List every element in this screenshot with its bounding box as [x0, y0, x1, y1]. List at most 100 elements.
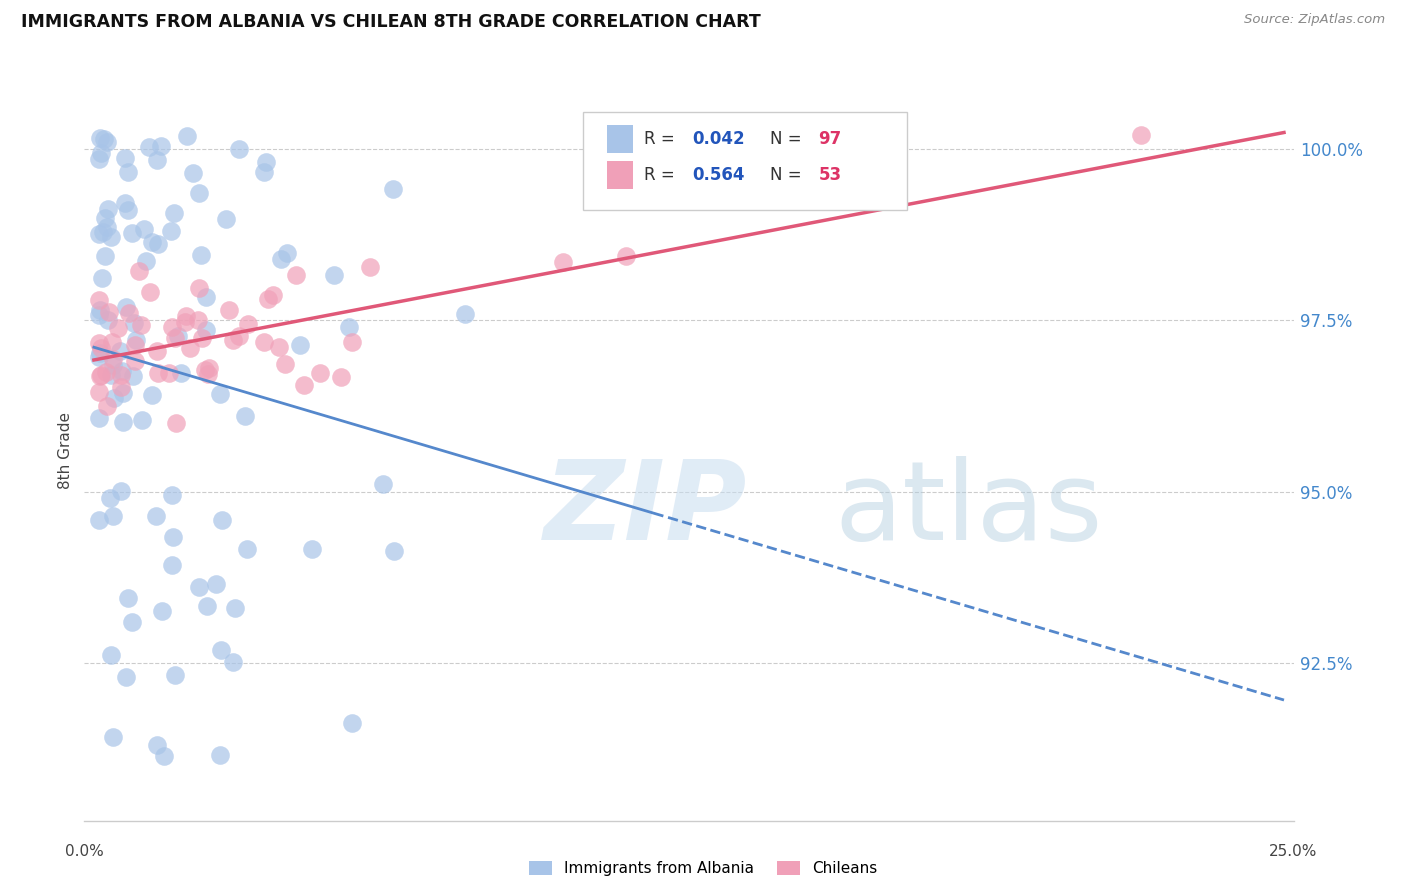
Point	[89, 368, 111, 383]
Point	[90, 368, 112, 383]
Y-axis label: 8th Grade: 8th Grade	[58, 412, 73, 489]
Point	[262, 288, 284, 302]
Point	[94, 248, 117, 262]
Point	[96, 135, 118, 149]
Point	[301, 542, 323, 557]
Point	[141, 235, 163, 249]
Point	[267, 340, 290, 354]
Point	[157, 367, 180, 381]
Point	[198, 361, 221, 376]
Point	[90, 271, 112, 285]
Point	[209, 747, 232, 762]
Point	[371, 477, 394, 491]
Point	[101, 509, 124, 524]
Point	[87, 308, 110, 322]
Point	[122, 368, 145, 383]
Text: atlas: atlas	[834, 456, 1102, 563]
Point	[215, 212, 238, 227]
Point	[146, 367, 169, 381]
Point	[194, 323, 217, 337]
Point	[224, 601, 246, 615]
Text: 25.0%: 25.0%	[1270, 845, 1317, 859]
Point	[90, 341, 112, 355]
Text: R =: R =	[644, 166, 681, 184]
Point	[160, 558, 183, 573]
Point	[188, 280, 211, 294]
Point	[89, 293, 111, 307]
Point	[274, 357, 297, 371]
Point	[236, 542, 259, 557]
Point	[110, 484, 132, 499]
Point	[96, 399, 118, 413]
Point	[174, 310, 197, 324]
Point	[87, 336, 110, 351]
Point	[382, 182, 405, 196]
Point	[146, 237, 169, 252]
Point	[100, 230, 122, 244]
Legend: Immigrants from Albania, Chileans: Immigrants from Albania, Chileans	[523, 855, 883, 882]
Point	[309, 367, 332, 381]
Point	[553, 255, 575, 269]
Point	[153, 749, 176, 764]
Point	[89, 346, 111, 360]
Point	[209, 643, 232, 657]
Point	[138, 140, 160, 154]
Point	[128, 264, 150, 278]
Point	[97, 304, 120, 318]
Point	[89, 131, 111, 145]
Point	[117, 203, 139, 218]
Point	[87, 411, 110, 425]
Point	[181, 166, 204, 180]
Point	[340, 715, 363, 730]
Point	[233, 409, 256, 423]
Point	[292, 378, 315, 392]
Point	[191, 331, 214, 345]
Point	[93, 132, 115, 146]
Point	[124, 338, 146, 352]
Point	[89, 302, 111, 317]
Point	[359, 260, 381, 275]
Point	[87, 513, 110, 527]
Point	[107, 321, 129, 335]
Point	[228, 142, 250, 156]
Point	[97, 202, 120, 216]
Point	[108, 344, 131, 359]
Point	[256, 292, 278, 306]
Point	[218, 303, 240, 318]
Point	[253, 335, 276, 350]
Point	[101, 730, 124, 744]
Point	[614, 249, 637, 263]
Point	[131, 413, 153, 427]
Point	[121, 226, 143, 240]
Point	[87, 350, 110, 364]
Point	[188, 186, 211, 201]
Text: ZIP: ZIP	[544, 456, 748, 563]
Point	[117, 165, 139, 179]
Point	[112, 386, 135, 401]
Point	[165, 331, 187, 345]
Text: R =: R =	[644, 130, 681, 148]
Point	[97, 313, 120, 327]
Point	[209, 387, 232, 401]
Point	[254, 154, 277, 169]
Point	[382, 543, 405, 558]
Point	[179, 341, 201, 355]
Point	[114, 151, 136, 165]
Text: Source: ZipAtlas.com: Source: ZipAtlas.com	[1244, 13, 1385, 27]
Point	[454, 307, 477, 321]
Point	[165, 416, 187, 430]
Point	[194, 290, 217, 304]
Point	[111, 364, 134, 378]
Point	[125, 333, 148, 347]
Point	[115, 300, 138, 314]
Point	[194, 363, 217, 377]
Point	[100, 648, 122, 662]
Point	[195, 599, 218, 613]
Point	[160, 320, 183, 334]
Point	[100, 335, 122, 350]
Point	[163, 206, 186, 220]
Point	[96, 220, 118, 235]
Point	[1130, 128, 1153, 142]
Point	[270, 252, 292, 266]
Point	[145, 508, 167, 523]
